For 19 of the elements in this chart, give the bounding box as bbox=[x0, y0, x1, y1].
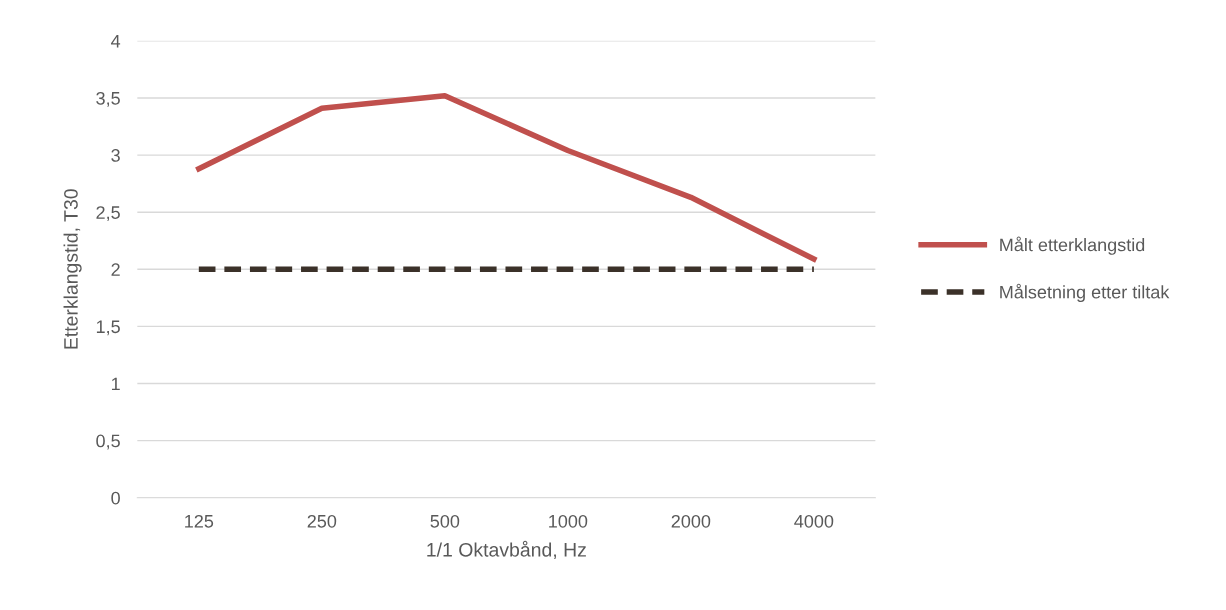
y-tick-label: 3,5 bbox=[96, 91, 120, 107]
x-tick-label: 1000 bbox=[549, 514, 588, 528]
y-axis-title: Etterklangstid, T30 bbox=[63, 189, 82, 349]
y-tick-label: 2 bbox=[111, 263, 120, 276]
y-tick-label: 3 bbox=[111, 149, 120, 162]
x-tick-label: 250 bbox=[307, 514, 337, 528]
legend-label: Målsetning etter tiltak bbox=[1000, 283, 1170, 303]
x-tick-label: 2000 bbox=[671, 514, 711, 528]
y-tick-label: 0,5 bbox=[96, 434, 120, 450]
y-tick-label: 2,5 bbox=[96, 206, 120, 222]
y-tick-label: 4 bbox=[111, 34, 121, 48]
y-tick-label: 0 bbox=[111, 491, 120, 505]
y-tick-label: 1 bbox=[111, 377, 120, 391]
x-axis-title: 1/1 Oktavbånd, Hz bbox=[427, 540, 586, 559]
y-tick-label: 1,5 bbox=[96, 320, 120, 336]
x-tick-label: 125 bbox=[185, 514, 214, 528]
x-tick-label: 4000 bbox=[794, 514, 834, 528]
x-tick-label: 500 bbox=[430, 514, 460, 528]
legend-label: Målt etterklangstid bbox=[1000, 236, 1145, 255]
